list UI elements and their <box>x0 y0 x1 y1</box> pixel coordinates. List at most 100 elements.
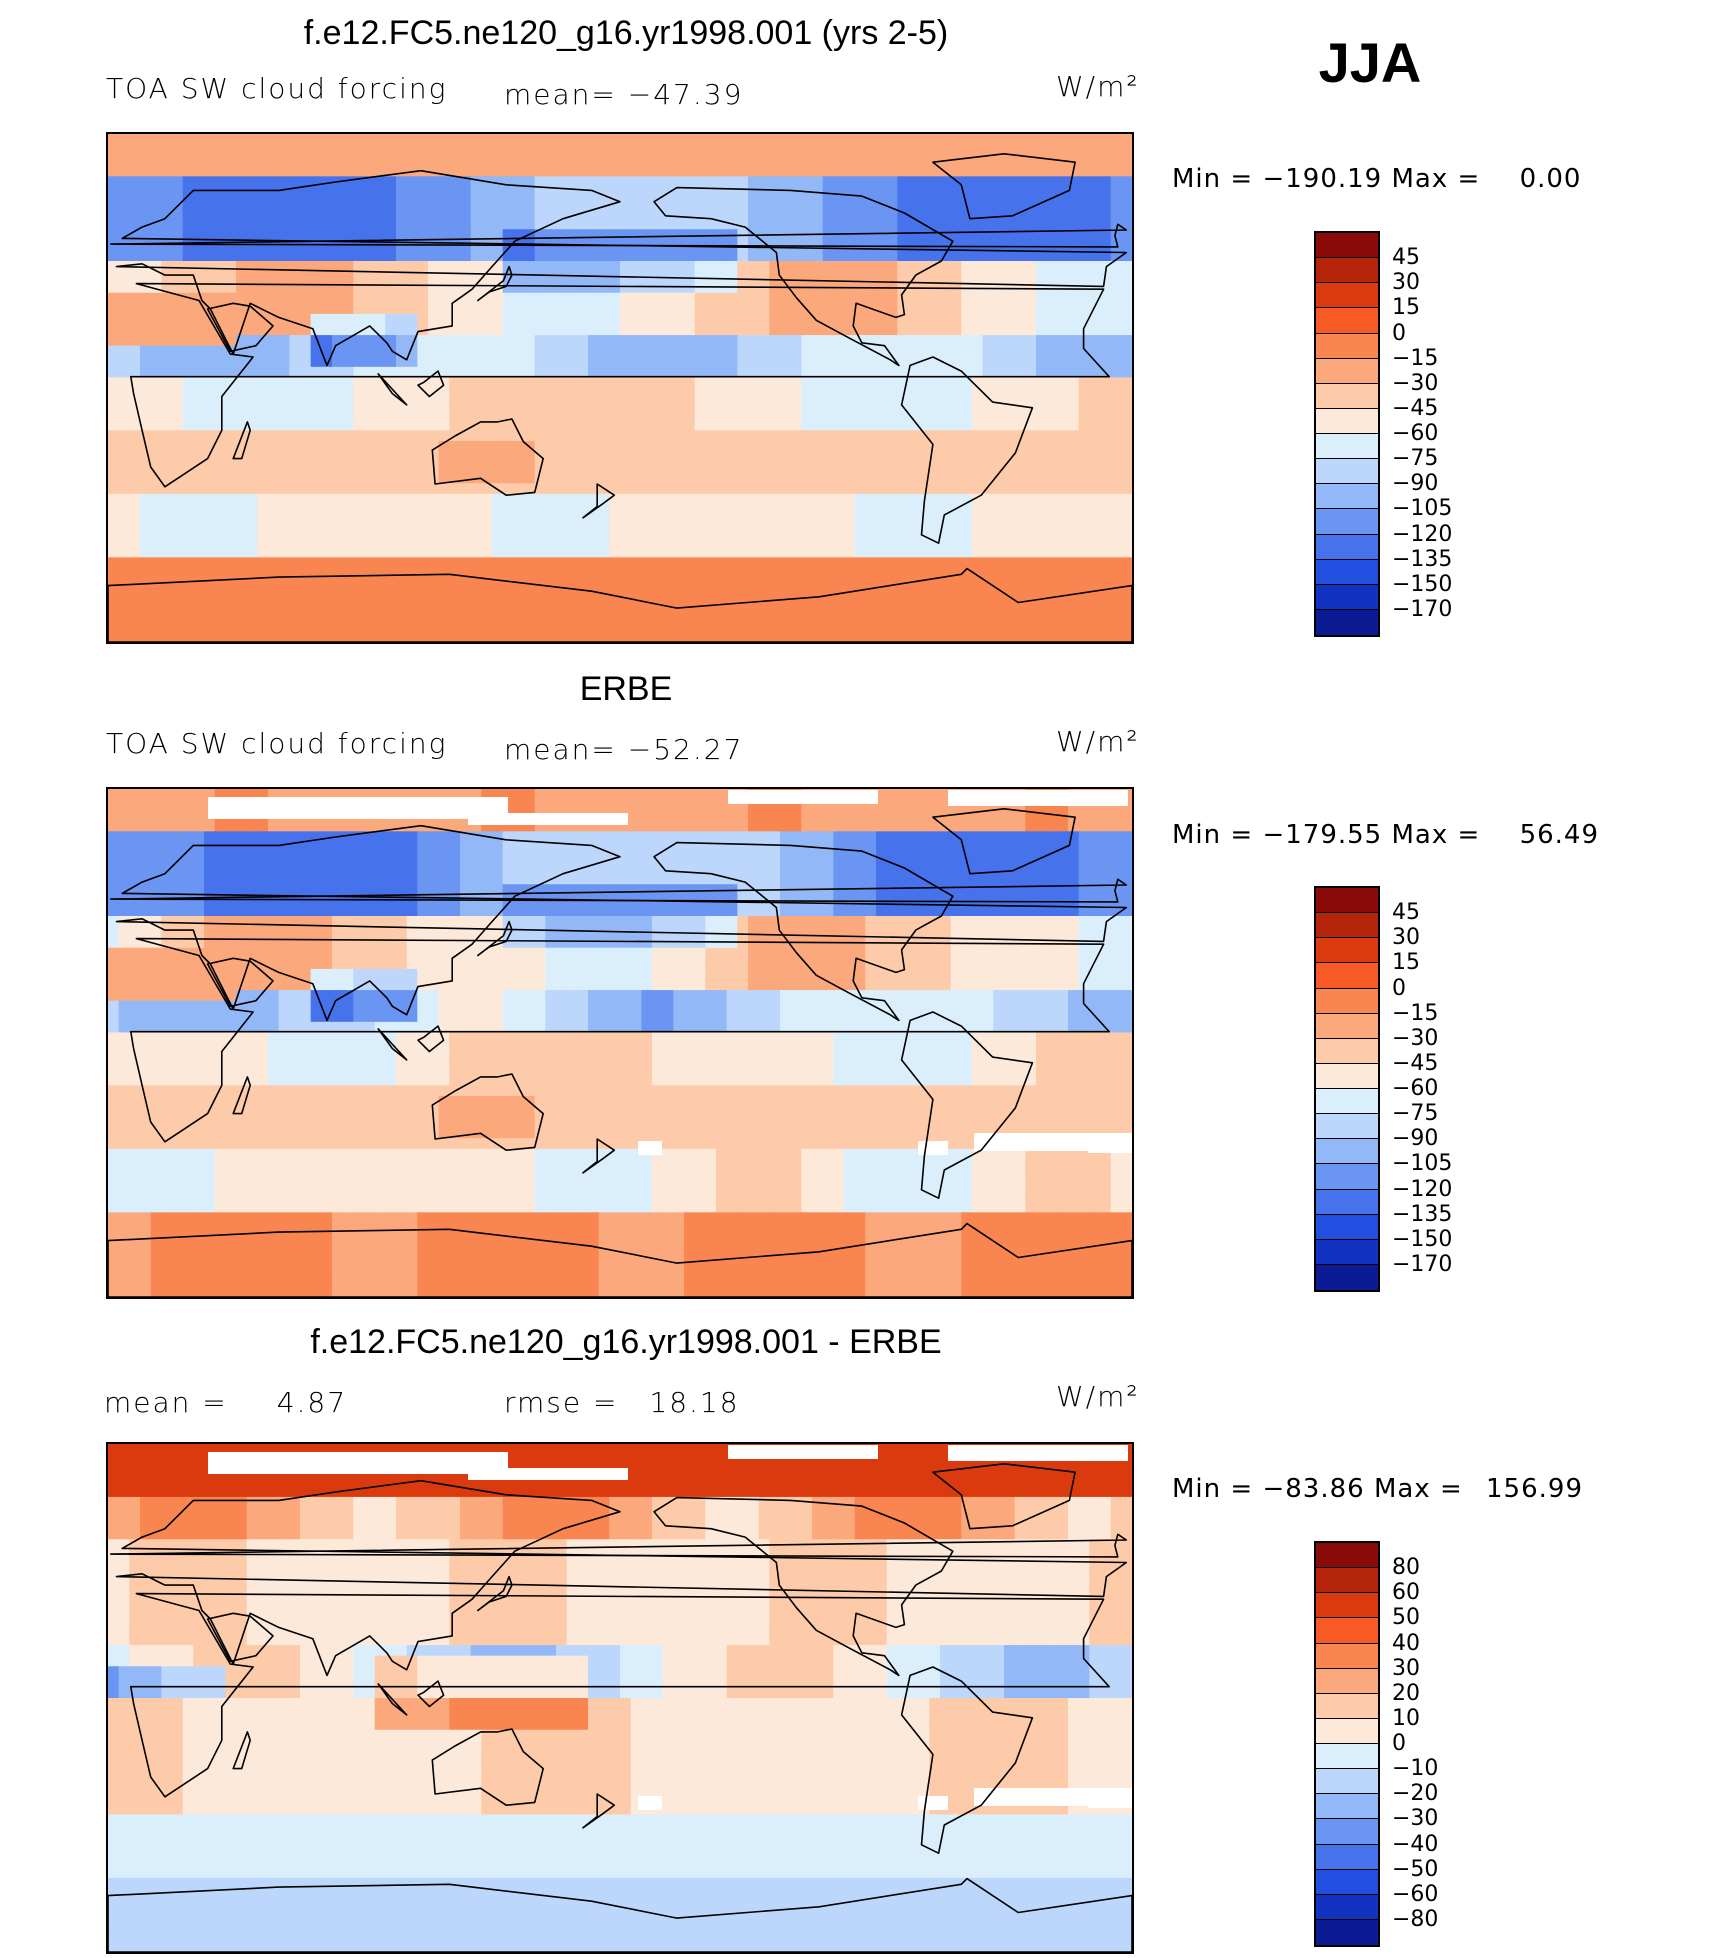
colorbar-swatch <box>1316 1214 1378 1240</box>
colorbar-swatch <box>1316 963 1378 989</box>
colorbar-tick-label: 60 <box>1392 1580 1420 1606</box>
colorbar-tick-label: −15 <box>1392 1000 1439 1026</box>
colorbar-tick-label: 20 <box>1392 1680 1420 1706</box>
colorbar-swatch <box>1316 559 1378 585</box>
colorbar-tick-label: −30 <box>1392 1806 1439 1832</box>
colorbar-tick-label: −40 <box>1392 1831 1439 1857</box>
panel3-minmax: Min = −83.86 Max = 156.99 <box>1172 1474 1583 1504</box>
colorbar-swatch <box>1316 1919 1378 1945</box>
colorbar-swatch <box>1316 258 1378 284</box>
colorbar-swatch <box>1316 1744 1378 1770</box>
colorbar-swatch <box>1316 1643 1378 1669</box>
panel3-rmse-value: 18.18 <box>649 1386 740 1419</box>
colorbar-swatch <box>1316 609 1378 635</box>
colorbar-swatch <box>1316 358 1378 384</box>
colorbar-swatch <box>1316 1844 1378 1870</box>
panel1-max-label: Max = <box>1391 164 1481 194</box>
colorbar-tick-label: −135 <box>1392 1201 1453 1227</box>
colorbar-tick-label: −135 <box>1392 546 1453 572</box>
colorbar-tick-label: −120 <box>1392 521 1453 547</box>
colorbar-tick-label: −10 <box>1392 1756 1439 1782</box>
colorbar-swatch <box>1316 1819 1378 1845</box>
colorbar-tick-label: 15 <box>1392 950 1420 976</box>
panel2-title: ERBE <box>579 670 673 708</box>
panel3-min-label: Min = <box>1172 1474 1254 1504</box>
colorbar-swatch <box>1316 1063 1378 1089</box>
colorbar-tick-label: −170 <box>1392 596 1453 622</box>
colorbar-tick-label: −45 <box>1392 395 1439 421</box>
panel1-variable: TOA SW cloud forcing <box>106 72 448 105</box>
colorbar-swatch <box>1316 913 1378 939</box>
colorbar-tick-label: 30 <box>1392 1655 1420 1681</box>
colorbar-swatch <box>1316 1139 1378 1165</box>
colorbar-tick-label: 30 <box>1392 925 1420 951</box>
colorbar-tick-label: −90 <box>1392 1126 1439 1152</box>
colorbar-swatch <box>1316 1164 1378 1190</box>
panel3-rmse-label: rmse = <box>504 1386 619 1419</box>
colorbar-swatch <box>1316 988 1378 1014</box>
colorbar-tick-label: −75 <box>1392 1101 1439 1127</box>
colorbar-swatch <box>1316 534 1378 560</box>
panel3-rmse: rmse = 18.18 <box>504 1386 740 1419</box>
colorbar-swatch <box>1316 1894 1378 1920</box>
colorbar-tick-label: −105 <box>1392 1151 1453 1177</box>
colorbar-swatch <box>1316 408 1378 434</box>
colorbar-tick-label: −150 <box>1392 571 1453 597</box>
colorbar-swatch <box>1316 484 1378 510</box>
panel2-mean-label: mean= <box>504 733 617 766</box>
colorbar-swatch <box>1316 1794 1378 1820</box>
map-field <box>108 134 1132 642</box>
panel3-min-value: −83.86 <box>1262 1474 1365 1504</box>
panel3-mean: mean = 4.87 <box>104 1386 347 1419</box>
colorbar-tick-label: 0 <box>1392 320 1406 346</box>
colorbar-swatch <box>1316 1769 1378 1795</box>
panel1-mean-value: −47.39 <box>627 78 744 111</box>
colorbar-tick-label: 45 <box>1392 900 1420 926</box>
colorbar-tick-label: −105 <box>1392 496 1453 522</box>
colorbar-swatch <box>1316 1038 1378 1064</box>
colorbar-tick-label: −60 <box>1392 421 1439 446</box>
panel1-map <box>106 132 1134 644</box>
season-label: JJA <box>1318 31 1422 94</box>
colorbar-swatch <box>1316 1869 1378 1895</box>
panel2-mean: mean= −52.27 <box>504 733 743 766</box>
panel2-minmax: Min = −179.55 Max = 56.49 <box>1172 820 1599 850</box>
colorbar-tick-label: −170 <box>1392 1251 1453 1277</box>
colorbar-swatch <box>1316 938 1378 964</box>
panel3-title: f.e12.FC5.ne120_g16.yr1998.001 - ERBE <box>310 1323 942 1361</box>
colorbar-tick-label: 45 <box>1392 245 1420 271</box>
panel1-min-value: −190.19 <box>1262 164 1383 194</box>
colorbar-swatch <box>1316 1618 1378 1644</box>
colorbar-swatch <box>1316 1693 1378 1719</box>
colorbar-tick-label: 50 <box>1392 1605 1420 1631</box>
colorbar-swatch <box>1316 1543 1378 1569</box>
panel2-variable: TOA SW cloud forcing <box>106 727 448 760</box>
panel1-mean-label: mean= <box>504 78 617 111</box>
colorbar-swatch <box>1316 1114 1378 1140</box>
colorbar-swatch <box>1316 333 1378 359</box>
colorbar-tick-label: −50 <box>1392 1856 1439 1882</box>
panel3-max-label: Max = <box>1373 1474 1463 1504</box>
panel1-title: f.e12.FC5.ne120_g16.yr1998.001 (yrs 2-5) <box>303 14 949 52</box>
colorbar-swatch <box>1316 1189 1378 1215</box>
colorbar-swatch <box>1316 459 1378 485</box>
panel3-map <box>106 1442 1134 1954</box>
panel2-colorbar <box>1314 886 1380 1292</box>
panel3-mean-value: 4.87 <box>276 1386 348 1419</box>
colorbar-swatch <box>1316 308 1378 334</box>
colorbar-tick-label: 15 <box>1392 295 1420 321</box>
colorbar-tick-label: −150 <box>1392 1226 1453 1252</box>
colorbar-tick-label: −45 <box>1392 1050 1439 1076</box>
colorbar-tick-label: −20 <box>1392 1781 1439 1807</box>
colorbar-swatch <box>1316 584 1378 610</box>
panel2-min-label: Min = <box>1172 820 1254 850</box>
colorbar-swatch <box>1316 434 1378 460</box>
panel1-units: W/m² <box>1056 70 1140 103</box>
map-field <box>108 789 1132 1297</box>
panel2-units: W/m² <box>1056 725 1140 758</box>
colorbar-swatch <box>1316 1089 1378 1115</box>
colorbar-tick-label: −30 <box>1392 1025 1439 1051</box>
colorbar-swatch <box>1316 1593 1378 1619</box>
panel1-max-value: 0.00 <box>1519 164 1582 194</box>
colorbar-tick-label: −60 <box>1392 1076 1439 1101</box>
